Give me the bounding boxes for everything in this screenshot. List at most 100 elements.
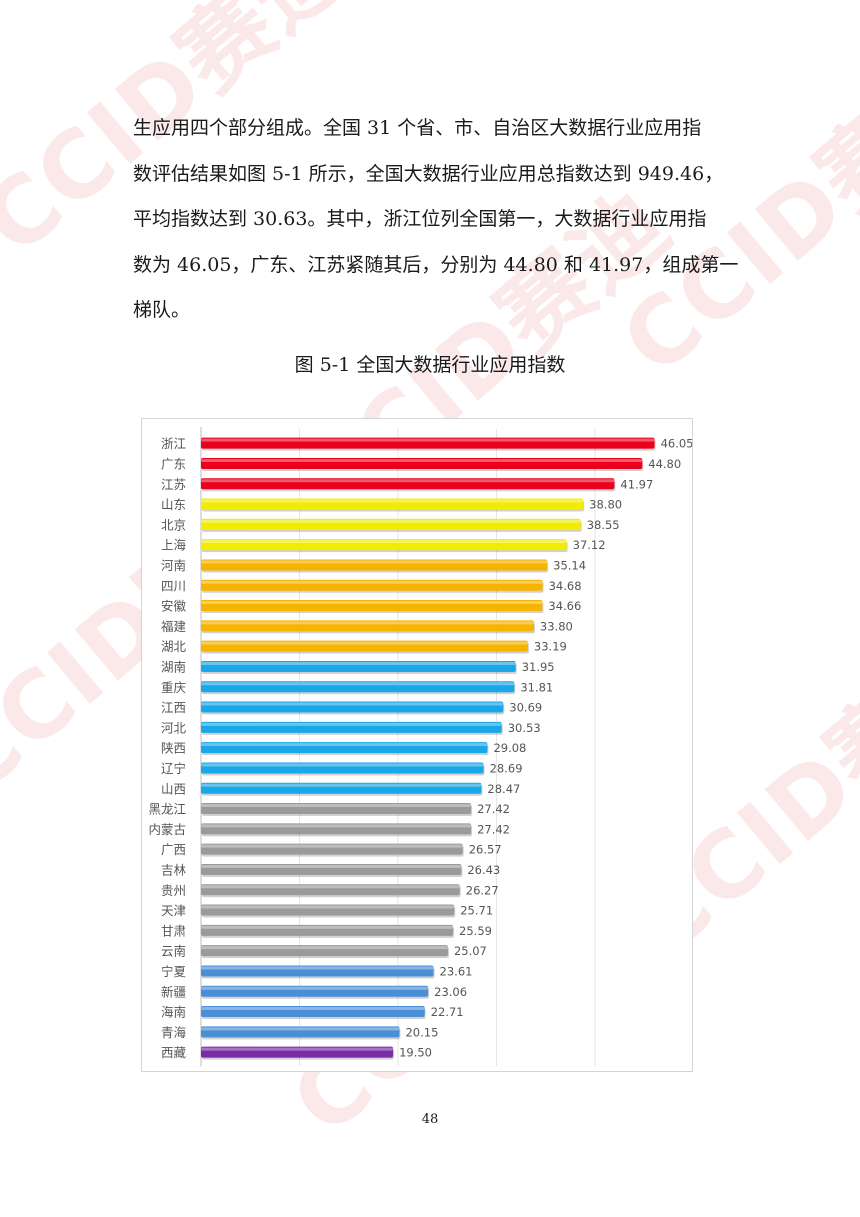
bar <box>201 904 455 916</box>
bar <box>201 985 429 997</box>
category-label: 山西 <box>161 781 186 796</box>
value-label: 25.71 <box>460 904 493 918</box>
bar-highlight <box>201 783 482 787</box>
value-label: 19.50 <box>399 1046 432 1060</box>
value-label: 38.55 <box>587 518 620 532</box>
bar <box>201 1006 425 1018</box>
paragraph-line: 数评估结果如图 5-1 所示，全国大数据行业应用总指数达到 949.46， <box>133 162 724 185</box>
value-label: 31.95 <box>522 660 555 674</box>
bar <box>201 579 543 591</box>
bar <box>201 1046 394 1058</box>
category-label: 安徽 <box>161 599 187 614</box>
value-label: 27.42 <box>477 802 510 816</box>
bar-highlight <box>201 885 460 889</box>
value-label: 38.80 <box>589 498 622 512</box>
bar-highlight <box>201 824 472 828</box>
page-number: 48 <box>421 1112 439 1127</box>
category-label: 浙江 <box>161 436 186 451</box>
bar <box>201 660 516 672</box>
bar-highlight <box>201 438 655 442</box>
bar-highlight <box>201 1007 425 1011</box>
category-label: 辽宁 <box>161 761 186 776</box>
value-label: 41.97 <box>620 477 653 491</box>
bar-chart: 浙江 46.05 广东 44.80 江苏 41.97 山东 38.80 北京 38.55 上海 37.… <box>141 418 693 1072</box>
category-label: 江西 <box>161 700 186 715</box>
bar-highlight <box>201 763 484 767</box>
bar <box>201 498 584 510</box>
value-label: 27.42 <box>477 822 510 836</box>
bar <box>201 457 643 469</box>
paragraph-line: 平均指数达到 30.63。其中，浙江位列全国第一，大数据行业应用指 <box>133 208 707 231</box>
bar-highlight <box>201 580 543 584</box>
value-label: 33.19 <box>534 640 567 654</box>
bar-highlight <box>201 519 581 523</box>
bar-highlight <box>201 864 462 868</box>
paragraph-line: 数为 46.05，广东、江苏紧随其后，分别为 44.80 和 41.97，组成第… <box>133 253 739 276</box>
bar <box>201 559 548 571</box>
value-label: 28.47 <box>487 782 520 796</box>
category-label: 广东 <box>161 456 186 471</box>
paragraph-line: 生应用四个部分组成。全国 31 个省、市、自治区大数据行业应用指 <box>133 117 702 139</box>
category-label: 湖南 <box>161 659 186 674</box>
bar-highlight <box>201 479 615 483</box>
bar <box>201 539 567 551</box>
category-label: 青海 <box>161 1025 187 1040</box>
bar-highlight <box>201 458 643 462</box>
bar-highlight <box>201 702 504 706</box>
bar-highlight <box>201 844 463 848</box>
bar-highlight <box>201 905 455 909</box>
category-label: 重庆 <box>161 680 187 695</box>
value-label: 25.59 <box>459 924 492 938</box>
category-label: 河北 <box>161 720 187 735</box>
value-label: 34.68 <box>549 579 582 593</box>
category-label: 贵州 <box>161 883 186 898</box>
category-label: 陕西 <box>161 741 186 756</box>
category-label: 湖北 <box>161 639 187 654</box>
bar-highlight <box>201 641 528 645</box>
category-label: 天津 <box>161 903 186 918</box>
body-paragraph: 生应用四个部分组成。全国 31 个省、市、自治区大数据行业应用指 数评估结果如图… <box>133 106 739 334</box>
value-label: 29.08 <box>493 741 526 755</box>
value-label: 31.81 <box>520 680 553 694</box>
bar-highlight <box>201 722 502 726</box>
bar <box>201 843 463 855</box>
bar-highlight <box>201 682 515 686</box>
category-label: 上海 <box>161 538 187 553</box>
value-label: 46.05 <box>661 437 692 451</box>
category-label: 山东 <box>161 497 186 512</box>
bar <box>201 1026 400 1038</box>
bar-highlight <box>201 1027 400 1031</box>
category-label: 新疆 <box>161 984 186 999</box>
bar <box>201 863 462 875</box>
value-label: 23.06 <box>434 985 467 999</box>
bar <box>201 640 528 652</box>
bar <box>201 701 504 713</box>
value-label: 23.61 <box>440 964 473 978</box>
category-label: 西藏 <box>161 1045 187 1060</box>
bar <box>201 518 581 530</box>
bar-highlight <box>201 966 434 970</box>
bar-highlight <box>201 661 516 665</box>
bar-chart-svg: 浙江 46.05 广东 44.80 江苏 41.97 山东 38.80 北京 38.55 上海 37.… <box>148 427 692 1067</box>
value-label: 28.69 <box>490 761 523 775</box>
bar-highlight <box>201 601 543 605</box>
bar-highlight <box>201 560 548 564</box>
paragraph-line: 梯队。 <box>133 299 191 322</box>
bar-highlight <box>201 540 567 544</box>
bar <box>201 620 534 632</box>
bar <box>201 884 460 896</box>
value-label: 26.43 <box>467 863 500 877</box>
bar-highlight <box>201 946 448 950</box>
category-label: 吉林 <box>161 862 187 877</box>
bar <box>201 478 615 490</box>
bar <box>201 782 482 794</box>
category-label: 北京 <box>161 517 186 532</box>
bar <box>201 742 488 754</box>
category-label: 海南 <box>161 1005 186 1020</box>
bar <box>201 681 515 693</box>
bar-highlight <box>201 621 534 625</box>
value-label: 26.57 <box>469 843 502 857</box>
category-label: 黑龙江 <box>148 802 186 817</box>
category-label: 四川 <box>161 578 186 593</box>
category-label: 甘肃 <box>161 923 186 938</box>
